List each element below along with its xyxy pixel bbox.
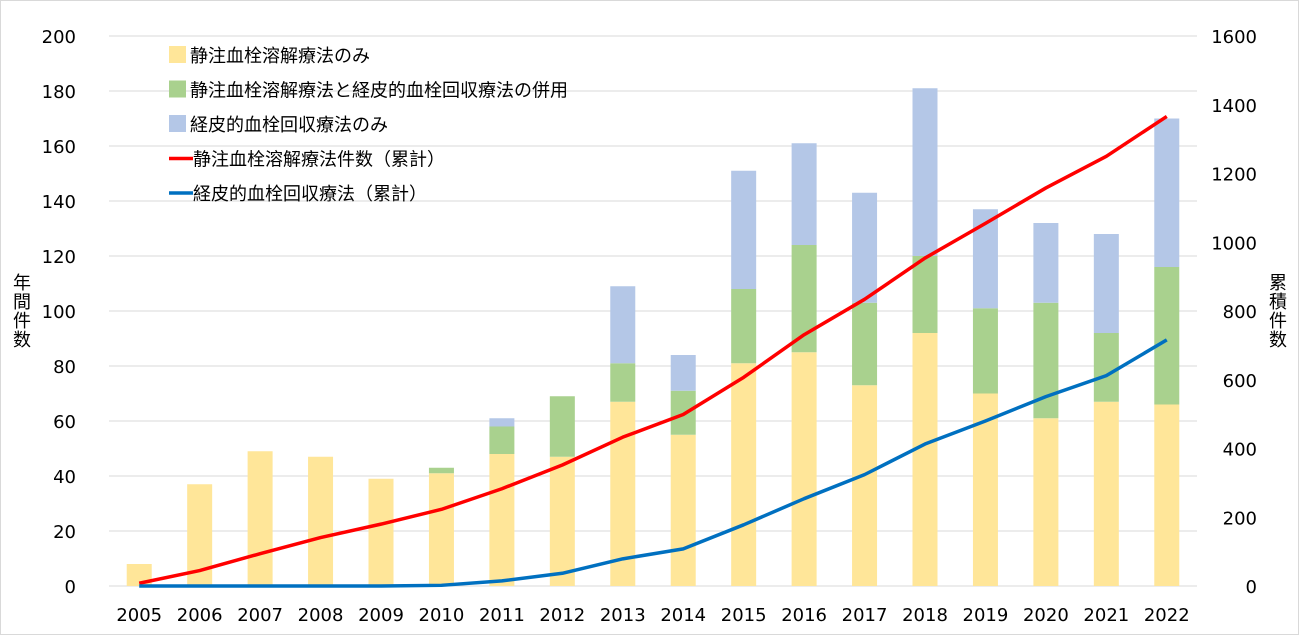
bar-segment-series-2 bbox=[489, 426, 515, 454]
bar-segment-series-3 bbox=[791, 143, 817, 245]
legend-swatch bbox=[169, 80, 186, 98]
bar-segment-series-3 bbox=[1093, 234, 1119, 333]
x-tick-label: 2015 bbox=[721, 605, 767, 626]
bar-segment-series-2 bbox=[731, 289, 757, 364]
y-tick-label: 60 bbox=[53, 412, 76, 433]
x-tick-label: 2020 bbox=[1023, 605, 1069, 626]
legend-label: 経皮的血栓回収療法のみ bbox=[190, 115, 388, 136]
bar-segment-series-1 bbox=[1093, 401, 1119, 586]
y-tick-label: 160 bbox=[42, 137, 76, 158]
legend-label: 経皮的血栓回収療法（累計） bbox=[193, 184, 427, 205]
bar-segment-series-1 bbox=[1033, 418, 1059, 586]
y2-tick-label: 800 bbox=[1223, 302, 1257, 323]
y-tick-label: 180 bbox=[42, 82, 76, 103]
y-tick-label: 80 bbox=[53, 357, 76, 378]
series-line-2 bbox=[139, 338, 1168, 588]
y-axis-title: 年間件数 bbox=[10, 273, 31, 349]
series-line-1 bbox=[138, 114, 1168, 585]
bar-segment-series-1 bbox=[308, 456, 334, 586]
y2-tick-label: 400 bbox=[1223, 440, 1257, 461]
x-tick-label: 2009 bbox=[358, 605, 404, 626]
bar-segment-series-3 bbox=[972, 209, 998, 309]
x-tick-label: 2018 bbox=[902, 605, 948, 626]
y2-tick-label: 600 bbox=[1223, 371, 1257, 392]
x-tick-label: 2008 bbox=[298, 605, 344, 626]
bar-segment-series-1 bbox=[368, 478, 394, 586]
bar-segment-series-2 bbox=[428, 467, 454, 474]
x-tick-label: 2007 bbox=[237, 605, 283, 626]
bar-segment-series-2 bbox=[852, 302, 878, 386]
legend-swatch bbox=[169, 46, 186, 63]
bar-segment-series-3 bbox=[670, 355, 696, 391]
bar-segment-series-1 bbox=[852, 385, 878, 586]
bar-segment-series-2 bbox=[549, 396, 575, 457]
y2-tick-label: 1600 bbox=[1211, 27, 1257, 48]
bar-segment-series-3 bbox=[731, 170, 757, 289]
bar-segment-series-2 bbox=[1093, 333, 1119, 402]
bar-segment-series-2 bbox=[912, 256, 938, 333]
bar-segment-series-2 bbox=[1154, 267, 1180, 405]
bar-segment-series-3 bbox=[1033, 223, 1059, 303]
bar-segment-series-1 bbox=[428, 473, 454, 586]
y-tick-label: 20 bbox=[53, 522, 76, 543]
y-tick-label: 200 bbox=[42, 27, 76, 48]
y-tick-label: 140 bbox=[42, 192, 76, 213]
y2-tick-label: 1200 bbox=[1211, 165, 1257, 186]
x-tick-label: 2016 bbox=[781, 605, 827, 626]
bar-segment-series-1 bbox=[791, 352, 817, 586]
bar-segment-series-3 bbox=[610, 286, 636, 364]
legend-label: 静注血栓溶解療法のみ bbox=[190, 46, 370, 67]
x-tick-label: 2021 bbox=[1083, 605, 1129, 626]
y2-axis-title: 累積件数 bbox=[1266, 273, 1287, 349]
x-tick-label: 2014 bbox=[660, 605, 706, 626]
bar-segment-series-1 bbox=[549, 456, 575, 586]
y-tick-label: 0 bbox=[65, 577, 76, 598]
bar-segment-series-1 bbox=[1154, 404, 1180, 586]
x-tick-label: 2022 bbox=[1144, 605, 1190, 626]
bar-segment-series-1 bbox=[489, 454, 515, 586]
bar-segment-series-3 bbox=[852, 192, 878, 303]
y2-tick-label: 1000 bbox=[1211, 233, 1257, 254]
x-tick-label: 2013 bbox=[600, 605, 646, 626]
y2-tick-label: 1400 bbox=[1211, 96, 1257, 117]
x-tick-label: 2005 bbox=[116, 605, 162, 626]
y-tick-label: 120 bbox=[42, 247, 76, 268]
bar-segment-series-3 bbox=[1154, 118, 1180, 267]
bar-segment-series-1 bbox=[247, 451, 273, 586]
x-tick-label: 2006 bbox=[177, 605, 223, 626]
bar-segment-series-2 bbox=[972, 308, 998, 394]
y2-tick-label: 0 bbox=[1246, 577, 1257, 598]
y-tick-label: 40 bbox=[53, 467, 76, 488]
legend-label: 静注血栓溶解療法件数（累計） bbox=[193, 150, 445, 171]
legend-label: 静注血栓溶解療法と経皮的血栓回収療法の併用 bbox=[190, 81, 568, 102]
legend-swatch bbox=[169, 115, 186, 132]
x-tick-label: 2010 bbox=[419, 605, 465, 626]
x-tick-label: 2019 bbox=[963, 605, 1009, 626]
y-tick-label: 100 bbox=[42, 302, 76, 323]
bar-segment-series-1 bbox=[731, 363, 757, 586]
x-tick-label: 2011 bbox=[479, 605, 525, 626]
bar-segment-series-2 bbox=[610, 363, 636, 402]
y2-tick-label: 200 bbox=[1223, 508, 1257, 529]
bar-segment-series-3 bbox=[912, 88, 938, 256]
x-tick-label: 2017 bbox=[842, 605, 888, 626]
bar-segment-series-1 bbox=[912, 333, 938, 586]
bar-segment-series-3 bbox=[489, 418, 515, 427]
x-tick-label: 2012 bbox=[539, 605, 585, 626]
bar-segment-series-1 bbox=[670, 434, 696, 586]
